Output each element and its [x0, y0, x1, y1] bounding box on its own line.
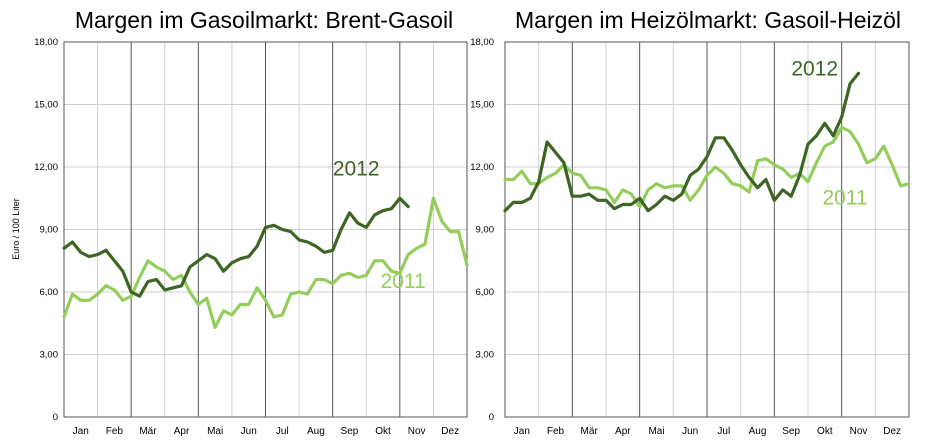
x-tick-label: Sep [341, 426, 359, 437]
x-tick-label: Okt [817, 426, 833, 437]
x-tick-label: Feb [106, 426, 124, 437]
y-tick-label: 18,00 [470, 37, 494, 48]
x-tick-label: Jun [682, 426, 698, 437]
y-axis-label-left: Euro / 100 Liter [11, 198, 21, 260]
series-line-2011 [503, 125, 911, 209]
x-tick-label: Mär [139, 426, 157, 437]
series-line-2011 [62, 196, 469, 329]
y-tick-label: 6,00 [40, 287, 59, 298]
series-label-2011: 2011 [381, 270, 426, 293]
x-tick-label: Aug [749, 426, 767, 437]
y-tick-label: 12,00 [470, 162, 494, 173]
x-tick-label: Mai [207, 426, 223, 437]
y-tick-label: 3,00 [40, 350, 59, 361]
x-tick-label: Mär [581, 426, 599, 437]
x-tick-label: Aug [307, 426, 325, 437]
y-tick-label: 12,00 [34, 162, 58, 173]
y-tick-label: 18,00 [34, 37, 58, 48]
x-tick-label: Jun [241, 426, 257, 437]
x-tick-label: Jul [717, 426, 730, 437]
x-tick-label: Okt [375, 426, 391, 437]
x-tick-label: Dez [883, 426, 901, 437]
y-tick-label: 15,00 [470, 100, 494, 111]
x-tick-label: Mai [648, 426, 664, 437]
x-tick-label: Jan [73, 426, 89, 437]
y-tick-label: 0 [489, 412, 494, 423]
chart-panel-left: 0 3,00 6,00 9,00 12,00 15,00 18,00 Jan Feb Mär Apr… [34, 37, 469, 437]
x-tick-label: Nov [850, 426, 868, 437]
x-tick-label: Apr [615, 426, 631, 437]
plot-frame [63, 41, 468, 418]
chart-panel-right: 0 3,00 6,00 9,00 12,00 15,00 18,00 Jan Feb Mär Apr… [470, 37, 911, 437]
y-tick-label: 0 [53, 412, 58, 423]
x-tick-label: Apr [174, 426, 190, 437]
y-tick-label: 6,00 [476, 287, 495, 298]
series-label-2011: 2011 [822, 187, 867, 210]
series-label-2012: 2012 [791, 57, 838, 80]
x-tick-label: Feb [547, 426, 565, 437]
chart-title-left: Margen im Gasoilmarkt: Brent-Gasoil [75, 7, 453, 33]
x-tick-label: Jul [276, 426, 289, 437]
series-label-2012: 2012 [333, 157, 380, 180]
y-tick-label: 9,00 [40, 225, 59, 236]
chart-title-right: Margen im Heizölmarkt: Gasoil-Heizöl [515, 7, 901, 33]
x-tick-label: Nov [408, 426, 426, 437]
y-tick-label: 9,00 [476, 225, 495, 236]
x-tick-label: Dez [441, 426, 459, 437]
plot-frame [504, 41, 910, 418]
y-tick-label: 15,00 [34, 100, 58, 111]
y-tick-label: 3,00 [476, 350, 495, 361]
x-tick-label: Sep [782, 426, 800, 437]
x-tick-label: Jan [514, 426, 530, 437]
series-line-2012 [62, 196, 410, 298]
series-line-2012 [503, 71, 861, 213]
